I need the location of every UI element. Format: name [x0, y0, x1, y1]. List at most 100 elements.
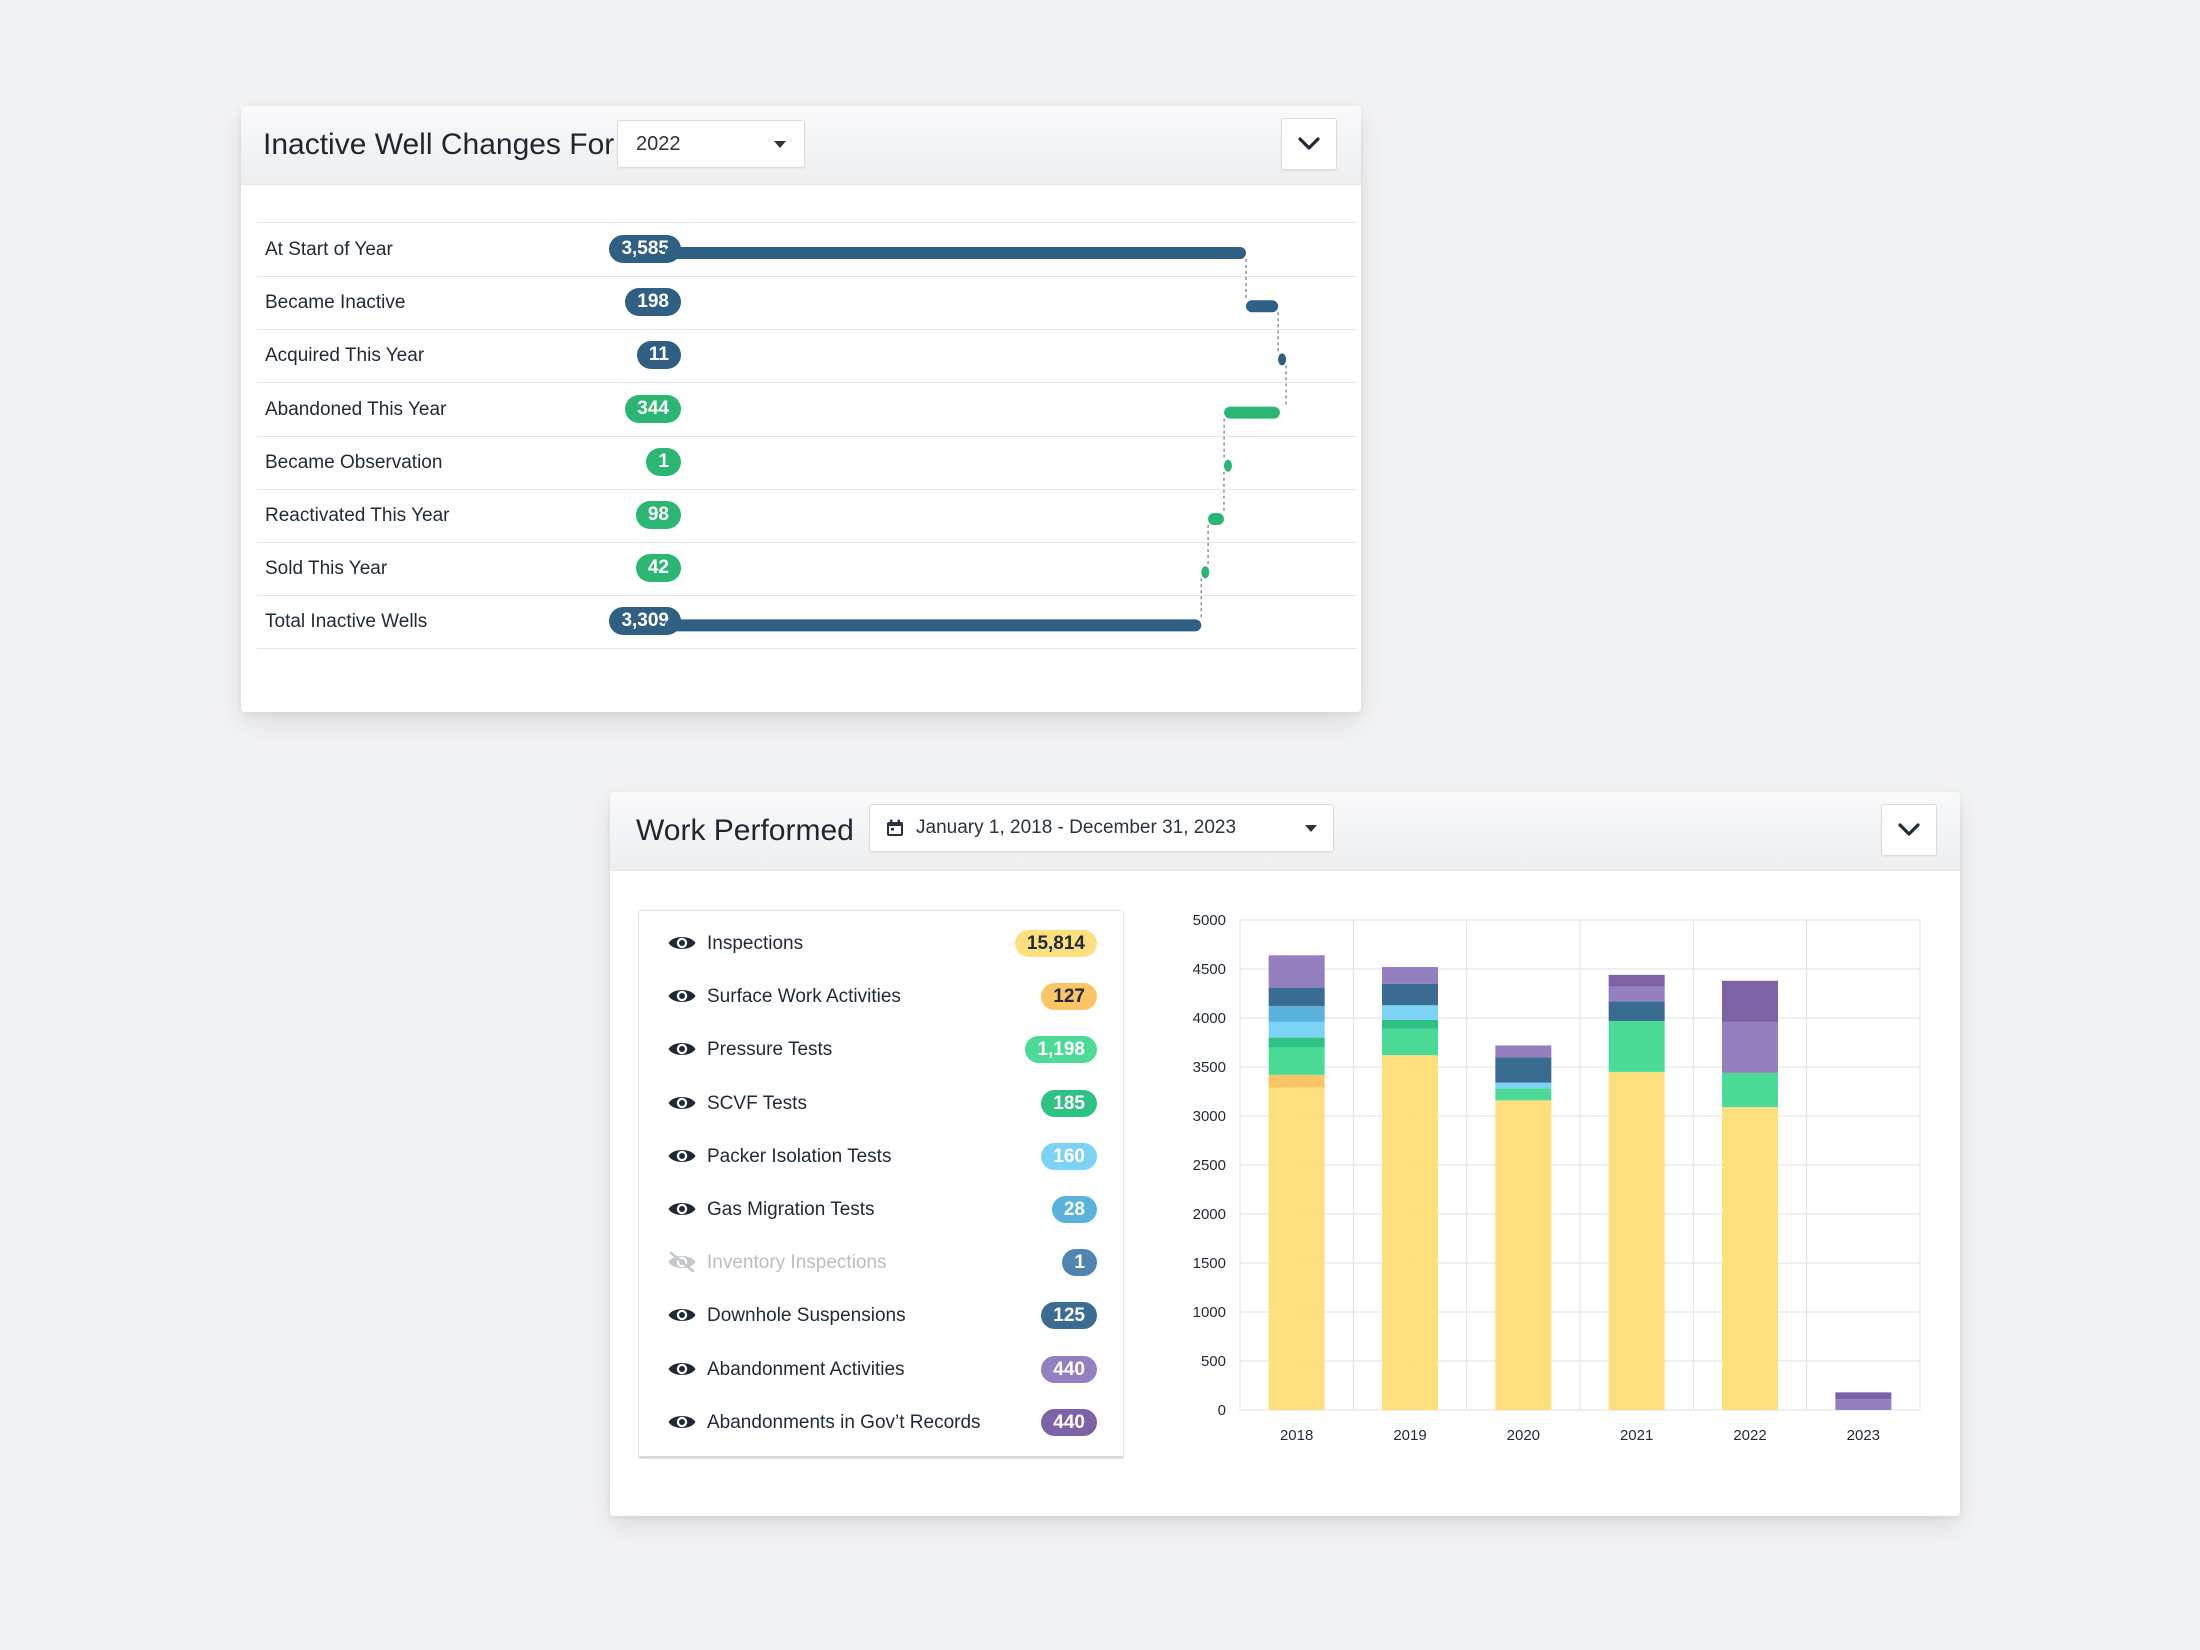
- bar-segment[interactable]: [1495, 1082, 1552, 1089]
- legend-count-badge: 125: [1041, 1302, 1097, 1330]
- bar-segment[interactable]: [1608, 1001, 1665, 1021]
- bar-segment[interactable]: [1382, 1019, 1438, 1029]
- eye-icon[interactable]: [667, 985, 697, 1007]
- y-tick-label: 2000: [1193, 1206, 1226, 1223]
- y-tick-label: 1500: [1193, 1255, 1226, 1272]
- legend-label: Packer Isolation Tests: [707, 1145, 892, 1167]
- bar-segment[interactable]: [1495, 1045, 1552, 1058]
- legend-label: Abandonment Activities: [707, 1358, 905, 1380]
- row-label: Sold This Year: [265, 558, 388, 580]
- chevron-down-icon: [1298, 137, 1320, 150]
- bar-segment[interactable]: [1722, 1107, 1778, 1410]
- eye-icon[interactable]: [667, 1411, 697, 1433]
- legend-item[interactable]: Gas Migration Tests 28: [639, 1183, 1123, 1236]
- year-select-value: 2022: [636, 133, 681, 155]
- bar-segment[interactable]: [1382, 1005, 1438, 1020]
- bar-segment[interactable]: [1722, 1021, 1778, 1073]
- legend-item[interactable]: Packer Isolation Tests 160: [639, 1130, 1123, 1183]
- eye-icon[interactable]: [667, 1198, 697, 1220]
- legend-item[interactable]: Downhole Suspensions 125: [639, 1289, 1123, 1342]
- bar-segment[interactable]: [1268, 1037, 1325, 1048]
- bar-segment[interactable]: [1382, 983, 1438, 1006]
- bar-segment[interactable]: [1382, 967, 1438, 984]
- bar-segment[interactable]: [1268, 955, 1325, 988]
- waterfall-row: Acquired This Year 11: [257, 329, 1357, 384]
- eye-icon[interactable]: [667, 1304, 697, 1326]
- legend-label: Surface Work Activities: [707, 986, 901, 1008]
- legend-count-badge: 1: [1062, 1249, 1097, 1277]
- bar-segment[interactable]: [1835, 1392, 1892, 1400]
- caret-down-icon: [774, 141, 786, 148]
- x-tick-label: 2018: [1280, 1427, 1313, 1444]
- bar-segment[interactable]: [1268, 987, 1325, 1007]
- work-card-header: Work Performed January 1, 2018 - Decembe…: [610, 792, 1960, 871]
- waterfall-row: Reactivated This Year 98: [257, 489, 1357, 543]
- legend-item[interactable]: Inventory Inspections 1: [639, 1236, 1123, 1289]
- bar-segment[interactable]: [1495, 1057, 1552, 1083]
- bar-segment[interactable]: [1268, 1021, 1325, 1038]
- bar-segment[interactable]: [1268, 1047, 1325, 1075]
- collapse-work-card-button[interactable]: [1881, 804, 1937, 856]
- legend-count-badge: 28: [1051, 1196, 1097, 1223]
- bar-segment[interactable]: [1722, 1072, 1778, 1108]
- row-label: Reactivated This Year: [265, 505, 450, 526]
- legend-count-badge: 15,814: [1014, 930, 1097, 957]
- legend-item[interactable]: Surface Work Activities 127: [639, 970, 1123, 1023]
- work-card-body: Inspections 15,814 Surface Work Activities…: [610, 870, 1960, 1516]
- y-tick-label: 3500: [1193, 1059, 1226, 1076]
- legend-item[interactable]: Abandonments in Gov’t Records 440: [639, 1396, 1123, 1449]
- bar-segment[interactable]: [1382, 1055, 1438, 1410]
- work-performed-card: Work Performed January 1, 2018 - Decembe…: [610, 792, 1960, 1516]
- waterfall-row: Sold This Year 42: [257, 542, 1357, 597]
- legend-count-badge: 127: [1041, 983, 1097, 1011]
- eye-icon[interactable]: [667, 1358, 697, 1380]
- waterfall-row: Became Inactive 198: [257, 276, 1357, 331]
- bar-segment[interactable]: [1722, 980, 1778, 1022]
- eye-slash-icon[interactable]: [667, 1251, 697, 1273]
- bar-segment[interactable]: [1268, 1087, 1325, 1410]
- bar-segment[interactable]: [1268, 1074, 1325, 1088]
- row-label: Became Inactive: [265, 292, 406, 314]
- year-select[interactable]: 2022: [617, 120, 805, 168]
- legend-label: Pressure Tests: [707, 1039, 833, 1061]
- eye-icon[interactable]: [667, 1145, 697, 1167]
- waterfall-bar: [1246, 300, 1279, 313]
- bar-segment[interactable]: [1835, 1399, 1892, 1410]
- legend-item[interactable]: Pressure Tests 1,198: [639, 1023, 1123, 1076]
- calendar-icon: [887, 819, 903, 836]
- eye-icon[interactable]: [667, 1038, 697, 1060]
- waterfall-bar: [1201, 566, 1210, 579]
- y-tick-label: 3000: [1193, 1108, 1226, 1125]
- legend-label: Inspections: [707, 933, 804, 954]
- date-range-select[interactable]: January 1, 2018 - December 31, 2023: [869, 804, 1334, 852]
- bar-segment[interactable]: [1495, 1100, 1552, 1410]
- bar-segment[interactable]: [1268, 1006, 1325, 1022]
- waterfall-bar: [1278, 353, 1287, 366]
- legend-label: SCVF Tests: [707, 1092, 807, 1114]
- chevron-down-icon: [1898, 823, 1920, 836]
- y-tick-label: 500: [1201, 1353, 1226, 1370]
- waterfall-bar: [1224, 406, 1280, 419]
- inactive-well-changes-card: Inactive Well Changes For 2022 At Start …: [241, 106, 1361, 712]
- waterfall-chart: [665, 247, 1287, 632]
- bar-segment[interactable]: [1382, 1028, 1438, 1056]
- eye-icon[interactable]: [667, 1092, 697, 1114]
- bar-segment[interactable]: [1608, 1020, 1665, 1072]
- eye-icon[interactable]: [667, 932, 697, 954]
- waterfall-bar: [665, 247, 1246, 259]
- bar-segment[interactable]: [1608, 974, 1665, 987]
- row-value-badge: 11: [636, 341, 681, 370]
- x-tick-label: 2022: [1733, 1427, 1766, 1444]
- bar-segment[interactable]: [1608, 1071, 1665, 1410]
- legend-item[interactable]: Inspections 15,814: [639, 917, 1123, 970]
- bar-segment[interactable]: [1495, 1088, 1552, 1101]
- legend-count-badge: 440: [1041, 1408, 1097, 1436]
- y-tick-label: 4000: [1193, 1010, 1226, 1027]
- legend-count-badge: 160: [1041, 1142, 1097, 1170]
- y-tick-label: 4500: [1193, 961, 1226, 978]
- legend-item[interactable]: Abandonment Activities 440: [639, 1343, 1123, 1396]
- legend-item[interactable]: SCVF Tests 185: [639, 1077, 1123, 1130]
- bar-segment[interactable]: [1608, 986, 1665, 1002]
- collapse-inactive-card-button[interactable]: [1281, 118, 1337, 170]
- legend-count-badge: 185: [1041, 1089, 1097, 1117]
